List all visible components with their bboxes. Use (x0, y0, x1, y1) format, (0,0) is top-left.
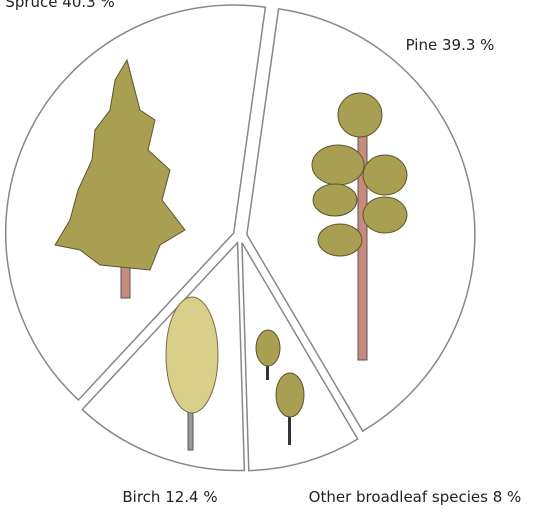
value-label: 39.3 % (442, 36, 494, 54)
value-label: 8 % (493, 488, 522, 506)
slice-label: Pine 39.3 % (406, 36, 495, 54)
pine-trunk (358, 100, 367, 360)
category-name: Spruce (5, 0, 57, 11)
birch-crown (166, 297, 218, 413)
category-name: Other broadleaf species (309, 488, 488, 506)
slice-label: Birch 12.4 % (122, 488, 217, 506)
chart: Pine 39.3 % Other broadleaf species 8 % Bi… (0, 0, 546, 513)
broadleaf-crown (256, 330, 280, 366)
category-name: Pine (406, 36, 438, 54)
page: Pine 39.3 % Other broadleaf species 8 % Bi… (0, 0, 546, 513)
value-label: 40.3 % (62, 0, 114, 11)
broadleaf-crown (276, 373, 304, 417)
slice-label: Other broadleaf species 8 % (309, 488, 522, 506)
value-label: 12.4 % (165, 488, 217, 506)
category-name: Birch (122, 488, 160, 506)
slice-label: Spruce 40.3 % (5, 0, 114, 11)
